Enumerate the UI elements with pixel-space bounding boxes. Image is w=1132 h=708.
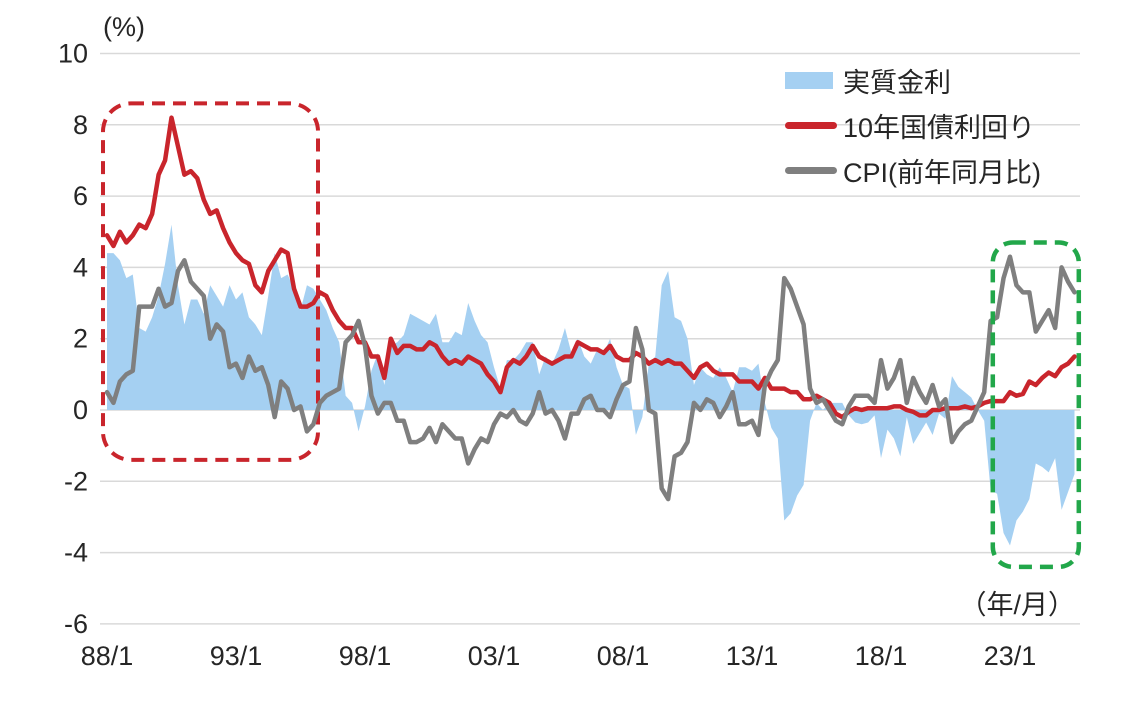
cpi-line — [104, 254, 1077, 502]
x-tick-label: 23/1 — [984, 641, 1037, 671]
y-tick-label: 0 — [73, 395, 88, 425]
jgb-yield-line — [104, 115, 1077, 420]
red-line-swatch-icon — [785, 121, 837, 129]
y-tick-label: 6 — [73, 181, 88, 211]
legend-item-jgb-yield: 10年国債利回り — [785, 109, 1041, 143]
legend-label: 実質金利 — [843, 67, 951, 98]
legend: 実質金利 10年国債利回り CPI(前年同月比) — [785, 64, 1041, 188]
y-tick-label: 2 — [73, 324, 88, 354]
x-tick-label: 08/1 — [597, 641, 650, 671]
x-tick-label: 98/1 — [339, 641, 392, 671]
y-axis-unit-label: (%) — [103, 12, 145, 42]
legend-item-real-rate: 実質金利 — [785, 64, 1041, 98]
y-tick-label: -4 — [64, 538, 88, 568]
y-tick-label: 8 — [73, 110, 88, 140]
legend-item-cpi: CPI(前年同月比) — [785, 154, 1041, 188]
legend-label: 10年国債利回り — [843, 112, 1036, 143]
x-tick-label: 18/1 — [855, 641, 908, 671]
x-tick-label: 93/1 — [210, 641, 263, 671]
y-tick-label: -2 — [64, 466, 88, 496]
y-tick-label: 4 — [73, 252, 88, 282]
gray-line-swatch-icon — [785, 166, 837, 174]
y-tick-label: -6 — [64, 609, 88, 639]
x-axis-unit-label: （年/月） — [959, 590, 1075, 620]
area-swatch-icon — [785, 71, 833, 89]
y-tick-label: 10 — [58, 39, 88, 69]
x-tick-label: 88/1 — [81, 641, 134, 671]
annotation-box-recent-period — [990, 240, 1082, 570]
real-rate-area — [107, 224, 1075, 546]
x-tick-label: 03/1 — [468, 641, 521, 671]
x-tick-label: 13/1 — [726, 641, 779, 671]
legend-label: CPI(前年同月比) — [843, 157, 1041, 188]
